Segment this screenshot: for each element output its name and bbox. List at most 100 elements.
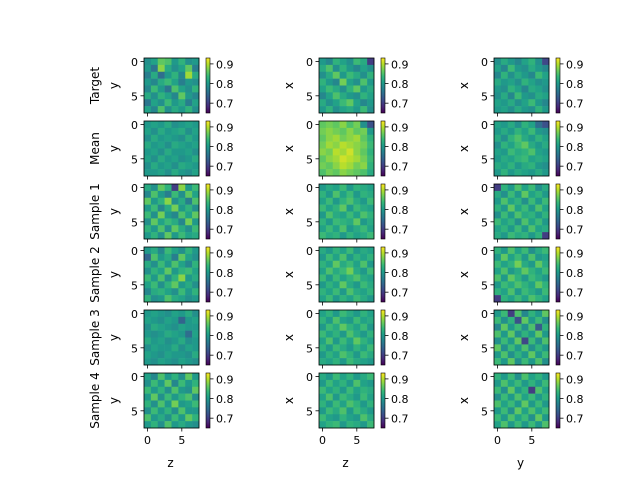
y-tick-label: 0 [306,308,313,321]
heatmap-cell [164,337,172,345]
colorbar-tick-label: 0.8 [391,204,409,217]
heatmap-cell [500,99,509,107]
heatmap-cell [507,232,515,240]
heatmap-cell [150,351,159,359]
x-tick-label: 5 [178,434,185,447]
heatmap-cell [319,211,327,219]
y-axis-label: y [107,82,121,89]
heatmap-cell [494,204,502,212]
heatmap-cell [332,155,340,163]
heatmap-cell [332,310,340,318]
heatmap-cell [185,421,193,429]
heatmap-cell [494,274,502,282]
heatmap-cell [171,232,179,240]
heatmap-cell [542,78,550,86]
heatmap-cell [500,393,509,401]
heatmap-cell [192,204,200,212]
heatmap-cell [339,386,347,394]
heatmap-cell [157,247,165,255]
heatmap-cell [150,379,159,388]
colorbar-tick-label: 0.7 [216,413,234,426]
heatmap-cell [325,316,334,325]
heatmap-cell [494,190,502,199]
heatmap-cell [171,267,179,275]
heatmap-cell [339,267,347,275]
heatmap-cell [500,386,509,394]
heatmap-cell [542,358,550,366]
heatmap-cell [500,421,509,429]
heatmap-cell [178,71,186,79]
heatmap-cell [157,225,165,233]
heatmap-cell [535,218,543,226]
heatmap-cell [150,232,159,240]
y-tick-label: 5 [481,279,488,292]
colorbar-tick-label: 0.9 [566,310,584,323]
heatmap-cell [360,295,368,303]
heatmap-cell [171,288,179,296]
heatmap-cell [535,127,543,136]
heatmap-cell [528,58,536,66]
heatmap-cell [192,337,200,345]
heatmap-cell [507,148,515,156]
heatmap-cell [157,323,165,331]
heatmap-cell [346,274,354,282]
heatmap-cell [367,232,375,240]
heatmap-cell [171,316,179,325]
colorbar-tick-label: 0.9 [216,121,234,134]
heatmap-cell [346,134,354,142]
heatmap-cell [494,85,502,93]
heatmap-cell [367,330,375,338]
heatmap-cell [157,155,165,163]
heatmap-cell [185,407,193,415]
colorbar-tick-label: 0.8 [216,393,234,406]
heatmap-cell [178,316,186,325]
heatmap-cell [325,106,334,114]
heatmap-cell [144,393,152,401]
heatmap-cell [185,58,193,66]
heatmap-cell [494,323,502,331]
heatmap-cell [178,232,186,240]
colorbar-tick-label: 0.9 [566,58,584,71]
colorbar [205,309,211,366]
heatmap-cell [346,281,354,289]
y-tick-label: 0 [131,308,138,321]
heatmap-cell [353,78,361,86]
heatmap-cell [360,393,368,401]
heatmap-cell [521,85,529,93]
heatmap-cell [332,344,340,352]
heatmap-cell [339,141,347,149]
heatmap-cell [542,330,550,338]
heatmap-cell [332,148,340,156]
heatmap-cell [171,260,179,268]
heatmap-cell [500,232,509,240]
colorbar-tick-label: 0.7 [566,287,584,300]
heatmap-cell [144,197,152,205]
heatmap-cell [332,184,340,192]
heatmap-cell [514,197,522,205]
heatmap-cell [535,190,543,199]
heatmap-cell [325,218,334,226]
heatmap-cell [353,218,361,226]
heatmap-cell [319,386,327,394]
heatmap-cell [185,267,193,275]
heatmap-cell [494,127,502,136]
heatmap-cell [346,127,354,136]
heatmap-cell [360,337,368,345]
heatmap-cell [346,184,354,192]
heatmap-cell [178,162,186,170]
heatmap-cell [164,330,172,338]
colorbar-tick-label: 0.9 [216,58,234,71]
y-axis-label: y [107,397,121,404]
heatmap-cell [367,197,375,205]
heatmap-cell [514,85,522,93]
heatmap-cell [367,373,375,381]
heatmap-cell [500,281,509,289]
heatmap-cell [339,281,347,289]
heatmap-cell [192,197,200,205]
heatmap-cell [494,373,502,381]
heatmap-cell [144,85,152,93]
heatmap-cell [150,344,159,352]
heatmap-cell [178,204,186,212]
heatmap-cell [157,414,165,422]
heatmap-cell [528,71,536,79]
